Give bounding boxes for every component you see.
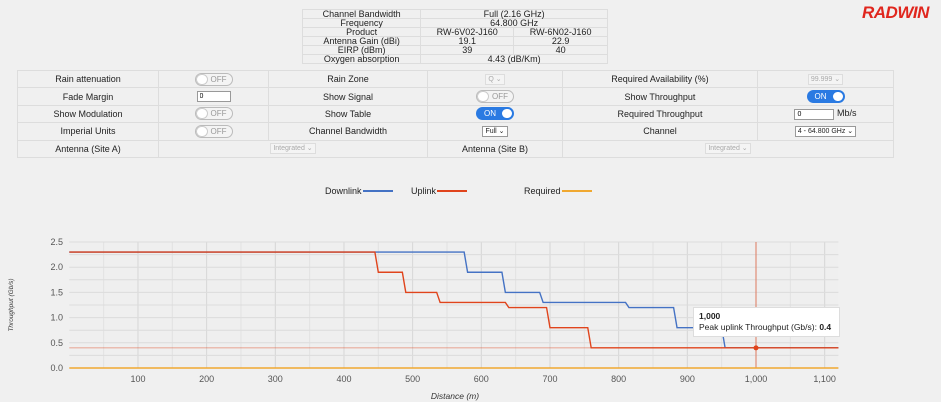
chevron-down-icon: ⌄ bbox=[498, 127, 505, 135]
antenna-site-b-select[interactable]: Integrated ⌄ bbox=[705, 143, 751, 155]
select-value: 99.999 bbox=[810, 75, 833, 83]
y-tick-label: 2.0 bbox=[50, 262, 63, 272]
channel-bandwidth-select[interactable]: Full ⌄ bbox=[482, 125, 508, 137]
rain-attenuation-toggle[interactable]: OFF bbox=[194, 72, 233, 86]
info-value-b: 40 bbox=[513, 45, 608, 55]
legend-item-required[interactable]: Required bbox=[524, 186, 592, 196]
legend-swatch bbox=[561, 190, 592, 192]
y-tick-label: 0.5 bbox=[50, 338, 63, 348]
y-axis-label: Throughput (Gb/s) bbox=[8, 278, 15, 331]
x-axis-label: Distance (m) bbox=[431, 391, 479, 401]
required-throughput-input[interactable] bbox=[794, 108, 835, 120]
x-tick-label: 100 bbox=[130, 374, 145, 384]
x-tick-label: 300 bbox=[268, 374, 283, 384]
chevron-down-icon: ⌄ bbox=[847, 127, 854, 135]
legend-swatch bbox=[362, 190, 393, 192]
toggle-state: ON bbox=[814, 92, 827, 102]
antenna-site-a-select[interactable]: Integrated ⌄ bbox=[270, 143, 316, 155]
chevron-down-icon: ⌄ bbox=[741, 145, 748, 153]
select-value: Integrated bbox=[273, 145, 305, 153]
radwin-logo: RADWIN bbox=[862, 3, 929, 22]
show-table-toggle[interactable]: ON bbox=[476, 107, 514, 121]
required-throughput-label: Required Throughput bbox=[562, 104, 758, 124]
chart-tooltip: 1,000 Peak uplink Throughput (Gb/s): 0.4 bbox=[693, 307, 840, 337]
chevron-down-icon: ⌄ bbox=[495, 75, 502, 83]
throughput-chart: 100 200 300 400 500 600 700 800 900 1,000 1,100 0.0… bbox=[8, 237, 839, 401]
select-value: Integrated bbox=[708, 145, 740, 153]
show-throughput-toggle[interactable]: ON bbox=[806, 90, 845, 104]
toggle-state: ON bbox=[484, 109, 496, 119]
legend-swatch bbox=[437, 190, 468, 192]
toggle-state: OFF bbox=[210, 126, 227, 136]
channel-label: Channel bbox=[562, 122, 758, 141]
x-tick-label: 800 bbox=[611, 374, 626, 384]
fade-margin-label: Fade Margin bbox=[17, 87, 159, 106]
legend-label: Downlink bbox=[325, 186, 362, 196]
y-tick-label: 1.5 bbox=[50, 287, 63, 297]
y-tick-label: 2.5 bbox=[50, 237, 63, 247]
series-line-uplink bbox=[69, 251, 839, 349]
legend-item-downlink[interactable]: Downlink bbox=[325, 186, 393, 196]
show-signal-toggle[interactable]: OFF bbox=[476, 90, 514, 104]
x-tick-label: 1,000 bbox=[745, 374, 768, 384]
imperial-units-toggle[interactable]: OFF bbox=[194, 124, 233, 138]
x-tick-label: 200 bbox=[199, 374, 214, 384]
antenna-site-b-label: Antenna (Site B) bbox=[427, 139, 563, 158]
show-table-label: Show Table bbox=[268, 104, 428, 124]
controls-table: Rain attenuation OFF Rain Zone Q ⌄ Requi… bbox=[17, 69, 894, 158]
show-modulation-label: Show Modulation bbox=[17, 104, 159, 124]
info-value: 64.800 GHz bbox=[420, 18, 608, 28]
chevron-down-icon: ⌄ bbox=[834, 75, 841, 83]
show-signal-label: Show Signal bbox=[268, 87, 428, 106]
imperial-units-label: Imperial Units bbox=[17, 122, 159, 141]
y-tick-label: 1.0 bbox=[50, 313, 63, 323]
unit-label: Mb/s bbox=[837, 108, 857, 119]
toggle-state: OFF bbox=[492, 92, 508, 102]
fade-margin-input[interactable] bbox=[196, 91, 231, 103]
rain-zone-label: Rain Zone bbox=[268, 69, 428, 89]
x-tick-label: 1,100 bbox=[813, 374, 836, 384]
x-tick-label: 400 bbox=[336, 374, 351, 384]
x-tick-label: 600 bbox=[474, 374, 489, 384]
highlight-point bbox=[753, 345, 759, 351]
link-info-table: Channel Bandwidth Full (2.16 GHz) Frequen… bbox=[301, 9, 608, 64]
select-value: 4 - 64.800 GHz bbox=[797, 127, 846, 135]
x-tick-label: 500 bbox=[405, 374, 420, 384]
tooltip-label: Peak uplink Throughput (Gb/s): bbox=[699, 322, 820, 332]
legend-label: Required bbox=[524, 186, 561, 196]
tooltip-title: 1,000 bbox=[699, 311, 721, 321]
required-availability-select[interactable]: 99.999 ⌄ bbox=[807, 73, 844, 85]
y-tick-label: 0.0 bbox=[50, 363, 63, 373]
antenna-site-a-label: Antenna (Site A) bbox=[17, 139, 159, 158]
toggle-state: OFF bbox=[210, 74, 227, 84]
rain-attenuation-label: Rain attenuation bbox=[17, 69, 159, 89]
select-value: Full bbox=[485, 127, 497, 135]
info-value: 4.43 (dB/Km) bbox=[420, 54, 608, 64]
x-tick-label: 900 bbox=[680, 374, 695, 384]
legend-item-uplink[interactable]: Uplink bbox=[411, 186, 468, 196]
channel-select[interactable]: 4 - 64.800 GHz ⌄ bbox=[794, 125, 857, 137]
required-availability-label: Required Availability (%) bbox=[562, 69, 758, 89]
x-tick-label: 700 bbox=[542, 374, 557, 384]
select-value: Q bbox=[488, 75, 494, 83]
channel-bandwidth-label: Channel Bandwidth bbox=[268, 122, 428, 141]
toggle-state: OFF bbox=[210, 109, 227, 119]
tooltip-value: 0.4 bbox=[819, 322, 832, 332]
rain-zone-select[interactable]: Q ⌄ bbox=[485, 73, 505, 85]
chevron-down-icon: ⌄ bbox=[306, 145, 313, 153]
info-value-a: 39 bbox=[420, 45, 515, 55]
legend-label: Uplink bbox=[411, 186, 437, 196]
info-label: Oxygen absorption bbox=[301, 54, 422, 64]
show-throughput-label: Show Throughput bbox=[562, 87, 758, 106]
show-modulation-toggle[interactable]: OFF bbox=[194, 107, 233, 121]
